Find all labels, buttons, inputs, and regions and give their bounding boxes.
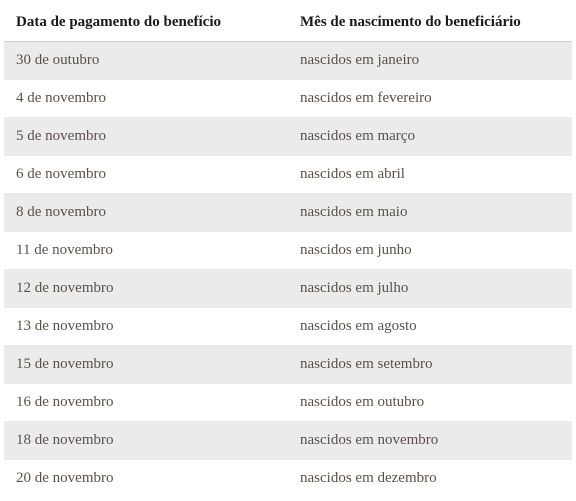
- cell-birth-month: nascidos em junho: [288, 232, 572, 270]
- column-header-birth-month: Mês de nascimento do beneficiário: [288, 4, 572, 42]
- payment-schedule-table: Data de pagamento do benefício Mês de na…: [4, 4, 572, 497]
- table-body: 30 de outubro nascidos em janeiro 4 de n…: [4, 42, 572, 498]
- table-row: 20 de novembro nascidos em dezembro: [4, 460, 572, 498]
- cell-payment-date: 13 de novembro: [4, 308, 288, 346]
- cell-payment-date: 30 de outubro: [4, 42, 288, 80]
- cell-payment-date: 15 de novembro: [4, 346, 288, 384]
- cell-payment-date: 5 de novembro: [4, 118, 288, 156]
- cell-birth-month: nascidos em agosto: [288, 308, 572, 346]
- cell-payment-date: 20 de novembro: [4, 460, 288, 498]
- table-row: 15 de novembro nascidos em setembro: [4, 346, 572, 384]
- cell-birth-month: nascidos em dezembro: [288, 460, 572, 498]
- cell-birth-month: nascidos em novembro: [288, 422, 572, 460]
- table-row: 11 de novembro nascidos em junho: [4, 232, 572, 270]
- cell-payment-date: 8 de novembro: [4, 194, 288, 232]
- header-row: Data de pagamento do benefício Mês de na…: [4, 4, 572, 42]
- table-row: 5 de novembro nascidos em março: [4, 118, 572, 156]
- cell-payment-date: 18 de novembro: [4, 422, 288, 460]
- table-row: 4 de novembro nascidos em fevereiro: [4, 80, 572, 118]
- cell-payment-date: 16 de novembro: [4, 384, 288, 422]
- cell-birth-month: nascidos em abril: [288, 156, 572, 194]
- cell-birth-month: nascidos em outubro: [288, 384, 572, 422]
- table-header: Data de pagamento do benefício Mês de na…: [4, 4, 572, 42]
- table-row: 13 de novembro nascidos em agosto: [4, 308, 572, 346]
- cell-birth-month: nascidos em setembro: [288, 346, 572, 384]
- table-row: 6 de novembro nascidos em abril: [4, 156, 572, 194]
- cell-birth-month: nascidos em fevereiro: [288, 80, 572, 118]
- cell-payment-date: 11 de novembro: [4, 232, 288, 270]
- cell-birth-month: nascidos em julho: [288, 270, 572, 308]
- table-row: 12 de novembro nascidos em julho: [4, 270, 572, 308]
- cell-birth-month: nascidos em janeiro: [288, 42, 572, 80]
- table-row: 18 de novembro nascidos em novembro: [4, 422, 572, 460]
- payment-schedule-table-container: Data de pagamento do benefício Mês de na…: [4, 4, 572, 497]
- table-row: 16 de novembro nascidos em outubro: [4, 384, 572, 422]
- cell-payment-date: 12 de novembro: [4, 270, 288, 308]
- cell-birth-month: nascidos em março: [288, 118, 572, 156]
- table-row: 8 de novembro nascidos em maio: [4, 194, 572, 232]
- cell-payment-date: 4 de novembro: [4, 80, 288, 118]
- column-header-payment-date: Data de pagamento do benefício: [4, 4, 288, 42]
- cell-payment-date: 6 de novembro: [4, 156, 288, 194]
- table-row: 30 de outubro nascidos em janeiro: [4, 42, 572, 80]
- cell-birth-month: nascidos em maio: [288, 194, 572, 232]
